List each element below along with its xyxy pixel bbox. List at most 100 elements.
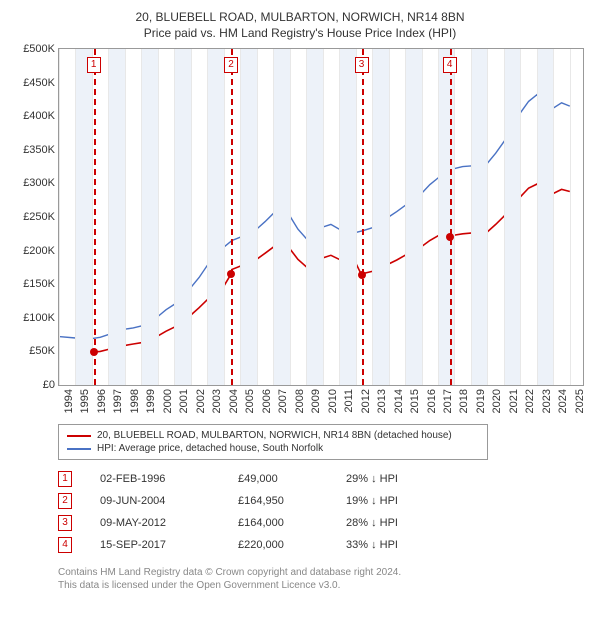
x-gridline: [537, 49, 538, 385]
sales-row: 309-MAY-2012£164,00028% ↓ HPI: [58, 512, 588, 534]
x-tick-label: 2010: [327, 389, 339, 413]
x-gridline: [306, 49, 307, 385]
x-gridline: [240, 49, 241, 385]
x-gridline: [224, 49, 225, 385]
x-gridline: [125, 49, 126, 385]
year-band: [273, 49, 289, 385]
sales-row: 4 15-SEP-2017 £220,000 33% ↓ HPI: [58, 534, 588, 556]
x-gridline: [422, 49, 423, 385]
x-tick-label: 2000: [162, 389, 174, 413]
legend: 20, BLUEBELL ROAD, MULBARTON, NORWICH, N…: [58, 424, 488, 460]
y-tick-label: £350K: [23, 144, 55, 156]
sale-marker-line: [450, 49, 452, 385]
sales-table: 102-FEB-1996£49,00029% ↓ HPI 2 09-JUN-2004…: [58, 468, 588, 556]
year-band: [207, 49, 223, 385]
year-band: [141, 49, 157, 385]
sales-row-price: £164,000: [238, 517, 318, 529]
x-gridline: [553, 49, 554, 385]
x-gridline: [108, 49, 109, 385]
year-band: [75, 49, 91, 385]
legend-row-hpi: HPI: Average price, detached house, Sout…: [67, 442, 479, 455]
chart-area: 1994199519961997199819992000200120022003…: [12, 48, 588, 418]
y-tick-label: £450K: [23, 77, 55, 89]
year-band: [537, 49, 553, 385]
x-tick-label: 1995: [79, 389, 91, 413]
x-tick-label: 2016: [426, 389, 438, 413]
year-band: [339, 49, 355, 385]
y-tick-label: £50K: [29, 345, 55, 357]
sale-dot: [358, 271, 366, 279]
x-gridline: [290, 49, 291, 385]
year-band: [471, 49, 487, 385]
footer: Contains HM Land Registry data © Crown c…: [58, 566, 588, 592]
year-band: [504, 49, 520, 385]
x-gridline: [59, 49, 60, 385]
footer-line-1: Contains HM Land Registry data © Crown c…: [58, 566, 588, 579]
y-tick-label: £100K: [23, 312, 55, 324]
x-gridline: [141, 49, 142, 385]
x-gridline: [405, 49, 406, 385]
x-gridline: [454, 49, 455, 385]
x-tick-label: 2014: [393, 389, 405, 413]
x-tick-label: 1994: [63, 389, 75, 413]
sales-row-diff: 28% ↓ HPI: [346, 517, 446, 529]
x-tick-label: 2018: [458, 389, 470, 413]
year-band: [306, 49, 322, 385]
x-tick-label: 2007: [277, 389, 289, 413]
year-band: [372, 49, 388, 385]
x-tick-label: 2011: [343, 389, 355, 413]
chart-container: 20, BLUEBELL ROAD, MULBARTON, NORWICH, N…: [0, 0, 600, 620]
x-tick-label: 2020: [491, 389, 503, 413]
y-tick-label: £250K: [23, 211, 55, 223]
sales-row: 102-FEB-1996£49,00029% ↓ HPI: [58, 468, 588, 490]
sale-marker-box: 3: [355, 57, 369, 73]
x-gridline: [191, 49, 192, 385]
x-tick-label: 2009: [310, 389, 322, 413]
x-tick-label: 2022: [524, 389, 536, 413]
series-property: [94, 184, 570, 352]
x-gridline: [339, 49, 340, 385]
x-tick-label: 1999: [145, 389, 157, 413]
x-gridline: [520, 49, 521, 385]
sale-marker-box: 4: [443, 57, 457, 73]
x-gridline: [504, 49, 505, 385]
sale-marker-box: 2: [224, 57, 238, 73]
x-tick-label: 1997: [112, 389, 124, 413]
year-band: [108, 49, 124, 385]
x-tick-label: 2002: [195, 389, 207, 413]
sales-row-price: £164,950: [238, 495, 318, 507]
legend-swatch-hpi: [67, 448, 91, 450]
x-tick-label: 2001: [178, 389, 190, 413]
sale-marker-line: [362, 49, 364, 385]
x-gridline: [372, 49, 373, 385]
x-tick-label: 2012: [360, 389, 372, 413]
sales-row: 209-JUN-2004£164,95019% ↓ HPI: [58, 490, 588, 512]
x-gridline: [273, 49, 274, 385]
x-tick-label: 2015: [409, 389, 421, 413]
sales-row-date: 09-MAY-2012: [100, 517, 210, 529]
sales-row-diff: 33% ↓ HPI: [346, 539, 446, 551]
sale-marker-box: 1: [87, 57, 101, 73]
sales-row-date: 09-JUN-2004: [100, 495, 210, 507]
x-gridline: [75, 49, 76, 385]
x-tick-label: 1996: [96, 389, 108, 413]
x-gridline: [323, 49, 324, 385]
sale-dot: [446, 233, 454, 241]
sales-row-date: 15-SEP-2017: [100, 539, 210, 551]
x-gridline: [174, 49, 175, 385]
x-tick-label: 2019: [475, 389, 487, 413]
legend-label-hpi: HPI: Average price, detached house, Sout…: [97, 443, 323, 454]
x-tick-label: 2004: [228, 389, 240, 413]
sales-row-marker: 4: [58, 537, 72, 553]
x-gridline: [487, 49, 488, 385]
x-gridline: [356, 49, 357, 385]
x-tick-label: 2005: [244, 389, 256, 413]
sales-row-price: £220,000: [238, 539, 318, 551]
sales-row-marker: 2: [58, 493, 72, 509]
x-gridline: [207, 49, 208, 385]
x-tick-label: 2008: [294, 389, 306, 413]
y-tick-label: £0: [43, 379, 55, 391]
x-tick-label: 1998: [129, 389, 141, 413]
year-band: [405, 49, 421, 385]
legend-swatch-property: [67, 435, 91, 437]
